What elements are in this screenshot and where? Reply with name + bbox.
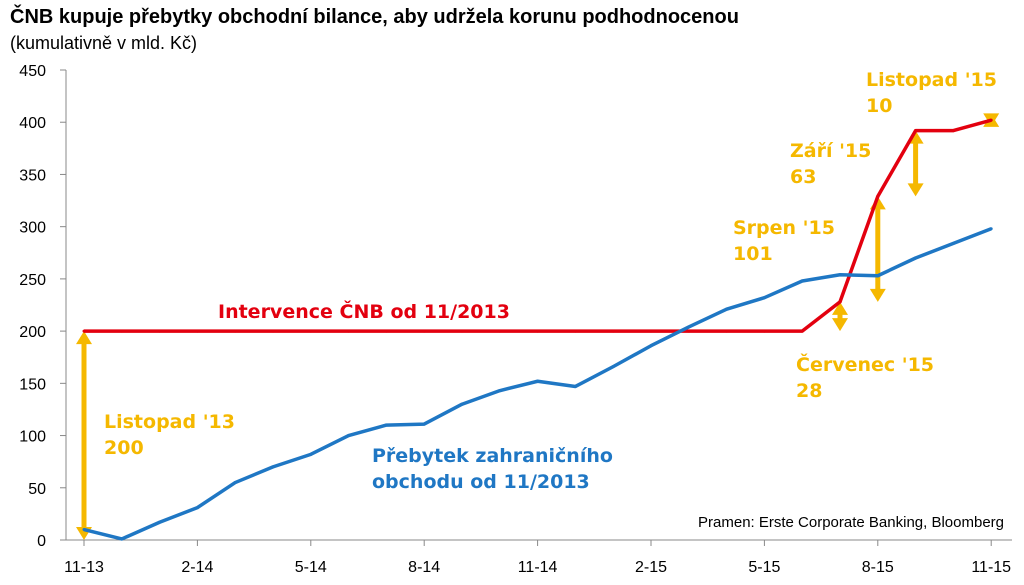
- data-point-intervence: [914, 129, 918, 133]
- x-tick-label: 11-15: [971, 559, 1011, 576]
- annotation-srpen-15-name: Srpen '15: [733, 217, 835, 239]
- data-point-prebytek: [120, 537, 124, 541]
- x-tick-label: 11-13: [64, 559, 104, 576]
- annotation-srpen-15-value: 101: [733, 243, 773, 265]
- data-point-prebytek: [800, 279, 804, 283]
- y-tick-label: 300: [19, 220, 46, 237]
- data-point-intervence: [876, 194, 880, 198]
- annotation-listopad-15-name: Listopad '15: [866, 69, 997, 91]
- data-point-prebytek: [725, 307, 729, 311]
- data-point-intervence: [762, 329, 766, 333]
- data-point-prebytek: [347, 434, 351, 438]
- data-point-prebytek: [384, 423, 388, 427]
- data-point-intervence: [271, 329, 275, 333]
- arrow-cervenec-15: [832, 301, 848, 332]
- y-tick-label: 450: [19, 63, 46, 80]
- data-point-prebytek: [838, 273, 842, 277]
- annotation-cervenec-15-name: Červenec '15: [796, 352, 934, 376]
- data-point-intervence: [498, 329, 502, 333]
- data-point-prebytek: [687, 325, 691, 329]
- data-point-prebytek: [158, 520, 162, 524]
- data-point-prebytek: [271, 465, 275, 469]
- data-point-intervence: [951, 129, 955, 133]
- data-point-prebytek: [422, 422, 426, 426]
- data-point-intervence: [611, 329, 615, 333]
- data-point-intervence: [233, 329, 237, 333]
- chart-title: ČNB kupuje přebytky obchodní bilance, ab…: [10, 6, 739, 28]
- data-point-intervence: [725, 329, 729, 333]
- data-point-intervence: [309, 329, 313, 333]
- x-tick-label: 8-15: [862, 559, 894, 576]
- y-tick-label: 400: [19, 115, 46, 132]
- annotation-listopad-13-value: 200: [104, 437, 144, 459]
- data-point-intervence: [989, 118, 993, 122]
- data-point-intervence: [158, 329, 162, 333]
- x-tick-label: 5-15: [748, 559, 780, 576]
- data-point-intervence: [422, 329, 426, 333]
- data-point-prebytek: [233, 481, 237, 485]
- x-tick-label: 5-14: [295, 559, 327, 576]
- arrow-listopad-13: [76, 331, 92, 540]
- data-point-prebytek: [951, 241, 955, 245]
- series-label-prebytek-line2: obchodu od 11/2013: [372, 471, 590, 493]
- source-note: Pramen: Erste Corporate Banking, Bloombe…: [698, 514, 1004, 531]
- chart-subtitle: (kumulativně v mld. Kč): [10, 33, 198, 53]
- data-point-prebytek: [914, 256, 918, 260]
- data-point-prebytek: [460, 402, 464, 406]
- data-point-intervence: [536, 329, 540, 333]
- data-point-prebytek: [649, 344, 653, 348]
- data-point-intervence: [82, 329, 86, 333]
- data-point-intervence: [195, 329, 199, 333]
- data-point-prebytek: [195, 506, 199, 510]
- annotation-cervenec-15-value: 28: [796, 380, 822, 402]
- data-point-intervence: [838, 300, 842, 304]
- data-point-prebytek: [82, 528, 86, 532]
- data-point-intervence: [687, 329, 691, 333]
- data-point-intervence: [347, 329, 351, 333]
- y-tick-label: 250: [19, 272, 46, 289]
- data-point-prebytek: [989, 227, 993, 231]
- annotation-listopad-13-name: Listopad '13: [104, 411, 235, 433]
- y-tick-label: 100: [19, 429, 46, 446]
- data-point-intervence: [573, 329, 577, 333]
- y-tick-label: 200: [19, 324, 46, 341]
- data-point-prebytek: [573, 384, 577, 388]
- data-point-intervence: [120, 329, 124, 333]
- annotation-zari-15-value: 63: [790, 166, 816, 188]
- y-tick-label: 350: [19, 167, 46, 184]
- data-point-intervence: [460, 329, 464, 333]
- data-point-prebytek: [876, 274, 880, 278]
- series-label-prebytek-line1: Přebytek zahraničního: [372, 445, 613, 467]
- y-tick-label: 150: [19, 376, 46, 393]
- x-tick-label: 2-14: [181, 559, 213, 576]
- y-tick-label: 50: [28, 481, 46, 498]
- data-point-prebytek: [536, 379, 540, 383]
- x-tick-label: 11-14: [518, 559, 558, 576]
- series-label-intervence: Intervence ČNB od 11/2013: [218, 299, 510, 323]
- data-point-prebytek: [498, 389, 502, 393]
- data-point-intervence: [800, 329, 804, 333]
- annotation-zari-15-name: Září '15: [790, 140, 871, 162]
- x-tick-label: 8-14: [408, 559, 440, 576]
- x-tick-label: 2-15: [635, 559, 667, 576]
- y-tick-label: 0: [37, 533, 46, 550]
- data-point-prebytek: [309, 452, 313, 456]
- data-point-intervence: [384, 329, 388, 333]
- annotation-listopad-15-value: 10: [866, 95, 892, 117]
- data-point-prebytek: [762, 296, 766, 300]
- data-point-intervence: [649, 329, 653, 333]
- data-point-prebytek: [611, 365, 615, 369]
